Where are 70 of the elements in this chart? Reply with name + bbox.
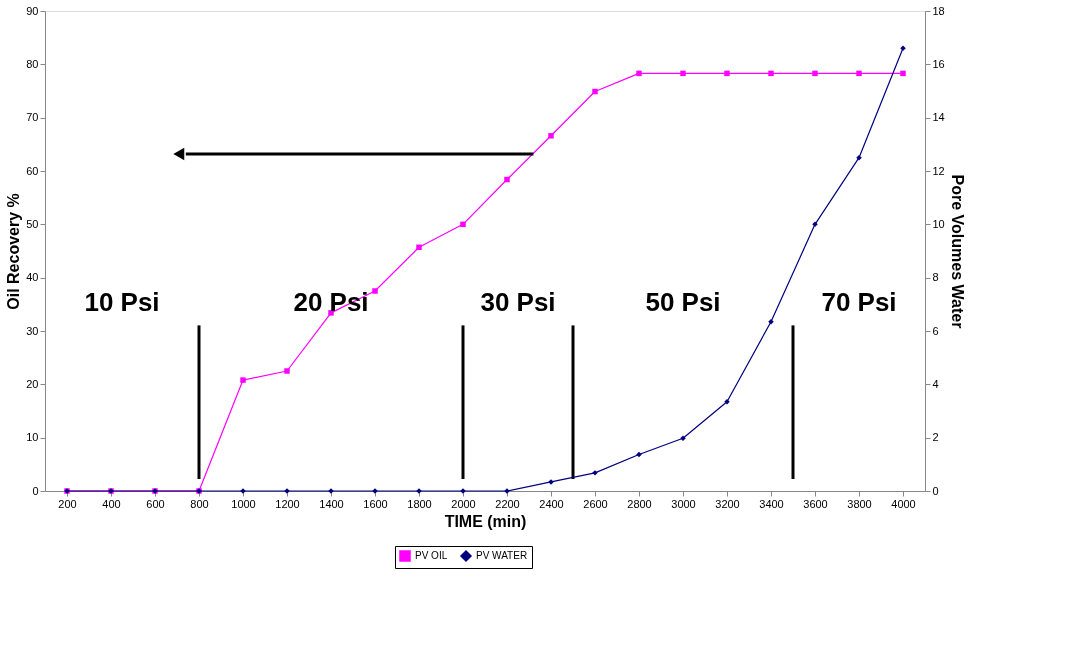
x-tick-label: 2800 bbox=[627, 497, 652, 510]
point bbox=[548, 133, 554, 139]
x-tick-label: 200 bbox=[58, 497, 77, 510]
y2-tick-label: 14 bbox=[932, 111, 945, 124]
y-tick-label: 20 bbox=[26, 377, 39, 390]
point bbox=[504, 176, 510, 183]
y-tick-label: 50 bbox=[26, 217, 39, 230]
point bbox=[724, 70, 730, 77]
y-tick-label: 40 bbox=[26, 271, 39, 284]
y-tick-label: 10 bbox=[26, 431, 39, 444]
point bbox=[636, 451, 642, 458]
annotation: 30 Psi bbox=[480, 286, 556, 317]
y2-tick-label: 18 bbox=[932, 4, 945, 17]
y2-tick-label: 12 bbox=[932, 164, 945, 177]
point bbox=[900, 70, 906, 77]
x-tick-label: 2400 bbox=[539, 497, 564, 510]
x-tick-label: 4000 bbox=[891, 497, 916, 510]
point bbox=[636, 70, 642, 77]
x-tick-label: 3000 bbox=[671, 497, 696, 510]
y-tick-label: 80 bbox=[26, 57, 39, 70]
x-tick-label: 1400 bbox=[319, 497, 344, 510]
annotation: 50 Psi bbox=[645, 286, 721, 317]
x-tick-label: 400 bbox=[102, 497, 121, 510]
y2-tick-label: 16 bbox=[932, 57, 945, 70]
x-tick-label: 1800 bbox=[407, 497, 432, 510]
y-tick-label: 0 bbox=[32, 484, 39, 497]
y2-tick-label: 10 bbox=[932, 217, 945, 230]
point bbox=[372, 288, 378, 294]
point bbox=[856, 154, 862, 161]
y-tick-label: 70 bbox=[26, 111, 39, 124]
y-tick-label: 30 bbox=[26, 324, 39, 337]
point bbox=[416, 244, 422, 250]
y2-tick-label: 8 bbox=[932, 271, 939, 284]
x-tick-label: 2200 bbox=[495, 497, 520, 510]
annotation: 10 Psi bbox=[84, 286, 160, 317]
x-tick-label: 3600 bbox=[803, 497, 828, 510]
point bbox=[768, 70, 774, 77]
point bbox=[284, 368, 290, 374]
legend-label: PV WATER bbox=[476, 550, 528, 561]
x-tick-label: 3200 bbox=[715, 497, 740, 510]
y2-axis-title: Pore Volumes Water bbox=[948, 174, 966, 329]
point bbox=[592, 88, 598, 95]
x-tick-label: 1600 bbox=[363, 497, 388, 510]
point bbox=[856, 70, 862, 77]
point bbox=[768, 318, 774, 325]
x-tick-label: 800 bbox=[190, 497, 209, 510]
x-tick-label: 3800 bbox=[847, 497, 872, 510]
x-tick-label: 1200 bbox=[275, 497, 300, 510]
y2-tick-label: 4 bbox=[932, 377, 939, 390]
point bbox=[900, 45, 906, 52]
y-tick-label: 90 bbox=[26, 4, 39, 17]
y2-tick-label: 0 bbox=[932, 484, 939, 497]
y2-tick-label: 2 bbox=[932, 431, 939, 444]
y2-tick-label: 6 bbox=[932, 324, 939, 337]
point bbox=[724, 398, 730, 405]
y-tick-label: 60 bbox=[26, 164, 39, 177]
x-tick-label: 600 bbox=[146, 497, 165, 510]
x-tick-label: 3400 bbox=[759, 497, 784, 510]
x-axis-title: TIME (min) bbox=[444, 512, 527, 530]
y-axis-title: Oil Recovery % bbox=[5, 193, 23, 310]
legend-label: PV OIL bbox=[415, 550, 448, 561]
point bbox=[460, 221, 466, 228]
point bbox=[240, 377, 246, 383]
x-tick-label: 1000 bbox=[231, 497, 256, 510]
point bbox=[812, 70, 818, 77]
x-tick-label: 2000 bbox=[451, 497, 476, 510]
point bbox=[680, 70, 686, 77]
x-tick-label: 2600 bbox=[583, 497, 608, 510]
annotation: 70 Psi bbox=[821, 286, 897, 317]
point bbox=[812, 221, 818, 228]
